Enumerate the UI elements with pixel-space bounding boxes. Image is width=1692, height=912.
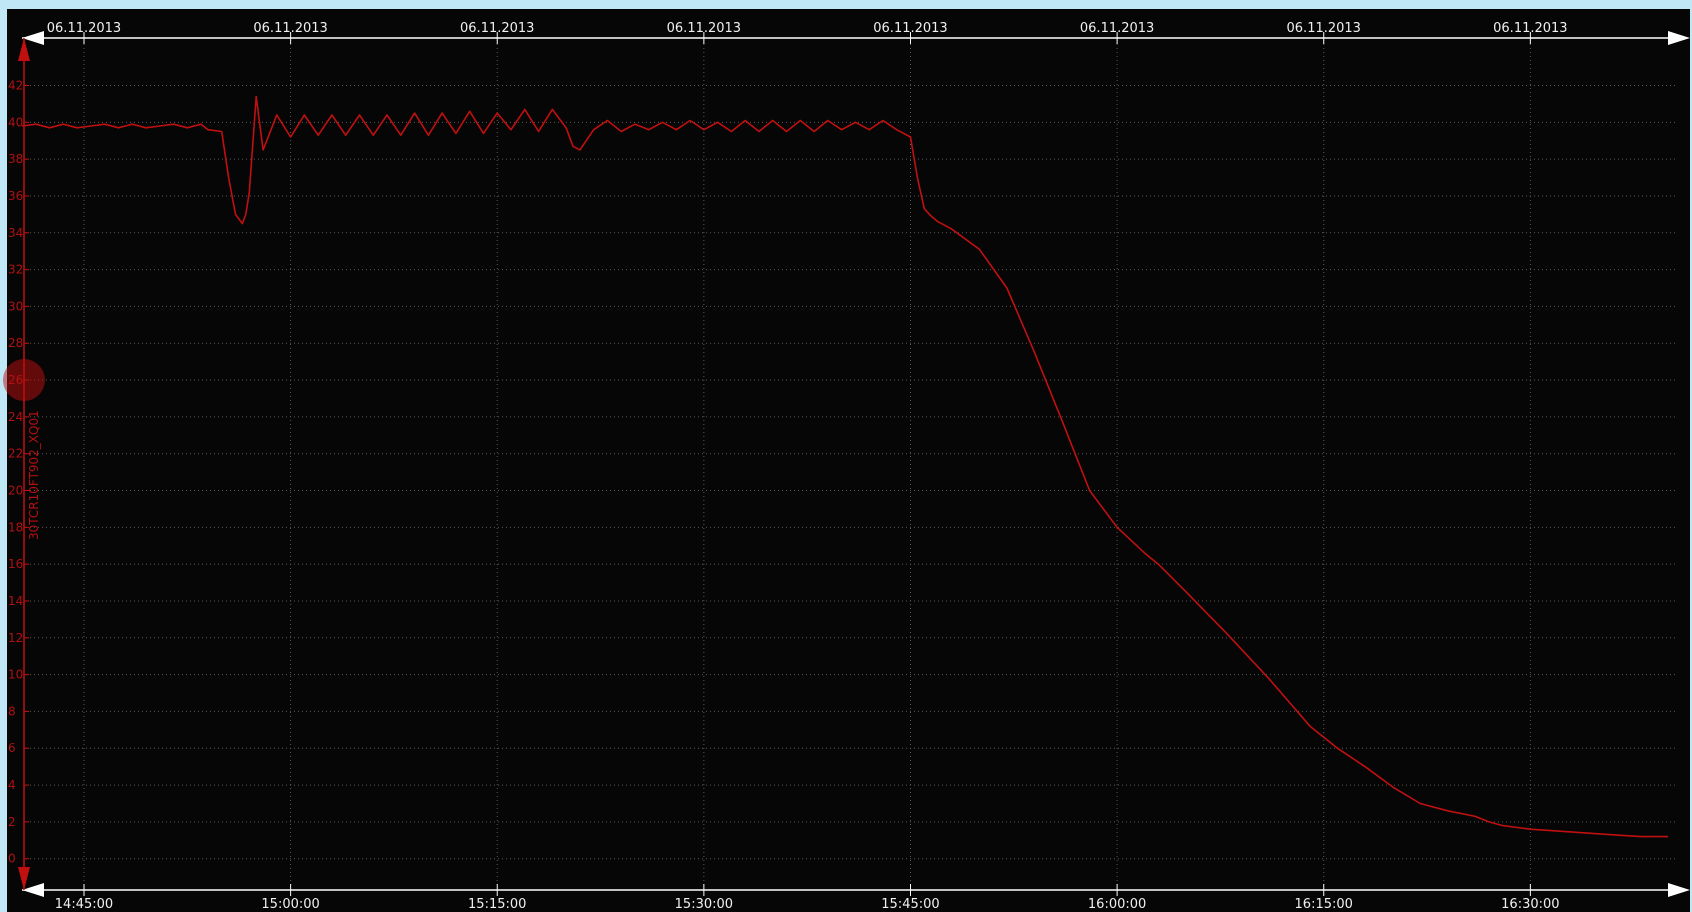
bottom-time-label: 15:30:00 [675,897,733,912]
bottom-time-label: 16:30:00 [1501,897,1559,912]
top-date-label: 06.11.2013 [253,21,327,36]
bottom-time-label: 16:00:00 [1088,897,1146,912]
y-tick-label: 4 [8,778,16,792]
y-tick-label: 20 [8,484,23,498]
bottom-time-label: 14:45:00 [55,897,113,912]
top-date-label: 06.11.2013 [1287,21,1361,36]
y-tick-label: 36 [8,189,23,203]
y-tick-label: 28 [8,336,23,350]
y-tick-label: 42 [8,79,23,93]
y-tick-label: 14 [8,594,23,608]
bottom-time-label: 15:00:00 [261,897,319,912]
y-tick-label: 18 [8,520,23,534]
y-tick-label: 32 [8,263,23,277]
value-cursor-handle[interactable] [3,359,45,401]
plot-background [7,9,1690,912]
top-date-label: 06.11.2013 [1080,21,1154,36]
y-tick-label: 2 [8,815,16,829]
y-tick-label: 6 [8,741,16,755]
y-tick-label: 40 [8,115,23,129]
y-tick-label: 10 [8,668,23,682]
y-tick-label: 8 [8,704,16,718]
y-tick-label: 38 [8,152,23,166]
y-tick-label: 24 [8,410,23,424]
top-date-label: 06.11.2013 [873,21,947,36]
top-date-label: 06.11.2013 [1493,21,1567,36]
y-tick-label: 30 [8,299,23,313]
y-axis-title: 30TCR10FT902_XQ01 [27,410,41,540]
top-date-label: 06.11.2013 [667,21,741,36]
bottom-time-label: 15:45:00 [881,897,939,912]
y-tick-label: 0 [8,852,16,866]
bottom-time-label: 15:15:00 [468,897,526,912]
y-tick-label: 16 [8,557,23,571]
y-tick-label: 34 [8,226,23,240]
top-date-label: 06.11.2013 [47,21,121,36]
y-tick-label: 22 [8,447,23,461]
top-date-label: 06.11.2013 [460,21,534,36]
y-tick-label: 12 [8,631,23,645]
bottom-time-label: 16:15:00 [1295,897,1353,912]
